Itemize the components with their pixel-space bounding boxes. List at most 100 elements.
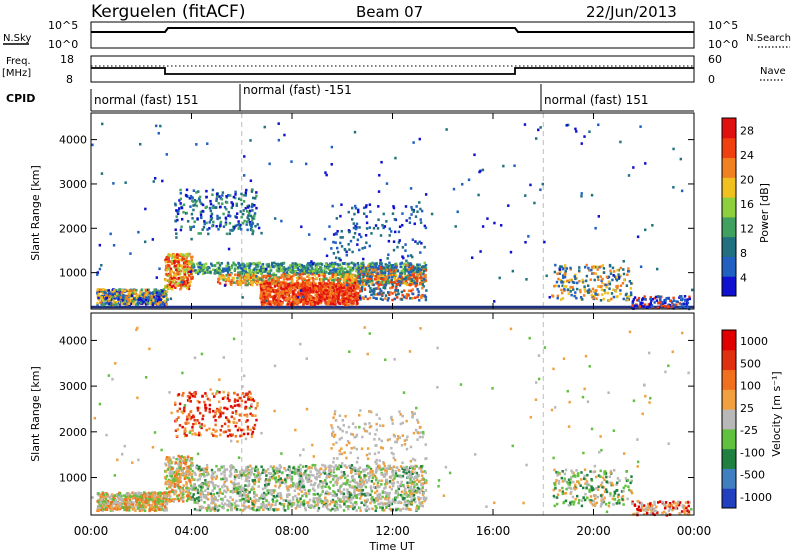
power-echo-cell: [340, 203, 343, 206]
velocity-echo-cell: [175, 477, 179, 481]
power-echo-cell: [342, 273, 345, 277]
power-echo-cell: [607, 280, 611, 284]
power-echo-cell: [332, 282, 335, 285]
power-echo-cell: [163, 303, 166, 307]
power-echo-cell: [365, 267, 368, 270]
velocity-echo-cell: [174, 461, 178, 464]
power-echo-cell: [149, 301, 152, 304]
power-ytick-label: 4000: [59, 134, 87, 147]
power-echo-cell: [172, 271, 176, 275]
power-echo-cell: [287, 266, 290, 270]
power-echo-cell: [605, 285, 608, 289]
power-echo-cell: [347, 278, 350, 281]
power-echo-cell: [273, 290, 276, 294]
velocity-echo-cell: [182, 467, 186, 470]
power-echo-cell: [393, 230, 397, 234]
power-echo-cell: [268, 289, 271, 293]
velocity-echo-cell: [170, 474, 174, 478]
power-echo-cell: [413, 279, 416, 283]
power-echo-cell: [388, 276, 391, 279]
power-echo-cell: [332, 287, 336, 291]
nave-tick-low: 0: [708, 73, 715, 86]
power-echo-cell: [392, 240, 396, 244]
power-echo-cell: [323, 277, 327, 281]
power-echo-cell: [161, 301, 165, 304]
nsearch-label: N.Search: [746, 33, 791, 44]
power-echo-cell: [97, 292, 100, 296]
velocity-echo-cell: [171, 481, 174, 485]
power-echo-cell: [314, 285, 318, 288]
power-echo-cell: [581, 298, 584, 301]
power-echo-cell: [364, 272, 368, 276]
power-echo-cell: [338, 302, 342, 305]
power-echo-cell: [649, 301, 653, 305]
power-echo-cell: [122, 293, 125, 297]
power-echo-cell: [189, 205, 192, 208]
power-echo-cell: [567, 292, 570, 296]
velocity-echo-cell: [189, 481, 192, 485]
velocity-echo-cell: [143, 494, 146, 498]
power-echo-cell: [377, 286, 380, 289]
power-echo-cell: [232, 261, 235, 265]
power-echo-cell: [246, 228, 249, 232]
power-echo-cell: [608, 299, 611, 302]
power-echo-cell: [354, 275, 358, 279]
velocity-echo-cell: [125, 500, 128, 503]
power-echo-cell: [337, 294, 340, 297]
power-echo-cell: [101, 122, 104, 126]
power-echo-cell: [581, 278, 584, 282]
velocity-echo-cell: [174, 474, 177, 478]
power-echo-cell: [231, 204, 235, 207]
power-echo-cell: [386, 298, 390, 302]
velocity-echo-cell: [126, 497, 129, 500]
power-echo-cell: [254, 271, 257, 274]
power-echo-cell: [334, 273, 337, 277]
power-echo-cell: [300, 292, 303, 296]
velocity-echo-cell: [107, 502, 110, 505]
power-echo-cell: [416, 268, 420, 272]
power-echo-cell: [148, 296, 152, 299]
power-echo-cell: [198, 199, 201, 202]
power-echo-cell: [577, 269, 581, 272]
velocity-echo-cell: [182, 484, 185, 487]
power-echo-cell: [225, 195, 228, 198]
power-echo-cell: [461, 182, 464, 186]
power-echo-cell: [226, 271, 230, 275]
power-echo-cell: [188, 282, 191, 286]
power-echo-cell: [174, 203, 177, 207]
power-echo-cell: [357, 266, 360, 270]
power-echo-cell: [303, 299, 306, 303]
power-echo-cell: [424, 295, 428, 299]
power-echo-cell: [242, 272, 246, 275]
power-echo-cell: [215, 206, 218, 209]
power-echo-cell: [311, 269, 315, 273]
power-echo-cell: [645, 305, 649, 309]
freq-label: Freq.: [6, 56, 31, 67]
power-echo-cell: [302, 265, 305, 269]
power-echo-cell: [267, 262, 271, 266]
power-echo-cell: [142, 298, 145, 301]
velocity-echo-cell: [100, 507, 104, 511]
power-echo-cell: [221, 194, 224, 197]
velocity-echo-cell: [179, 462, 182, 466]
power-echo-cell: [403, 272, 407, 275]
power-echo-cell: [265, 279, 268, 283]
power-echo-cell: [342, 262, 346, 266]
power-echo-cell: [331, 275, 334, 279]
power-echo-cell: [369, 262, 372, 266]
power-echo-cell: [233, 267, 237, 271]
power-echo-cell: [329, 302, 332, 306]
velocity-echo-cell: [168, 471, 171, 475]
power-echo-cell: [113, 292, 116, 295]
velocity-echo-cell: [189, 492, 192, 495]
power-echo-cell: [616, 268, 619, 272]
velocity-echo-cell: [132, 491, 136, 495]
velocity-echo-cell: [169, 490, 173, 493]
velocity-echo-cell: [153, 491, 156, 495]
velocity-echo-cell: [120, 506, 124, 509]
power-echo-cell: [588, 268, 591, 272]
power-echo-cell: [414, 296, 417, 300]
power-echo-cell: [284, 282, 287, 286]
power-echo-cell: [354, 293, 357, 296]
power-echo-cell: [337, 292, 341, 295]
